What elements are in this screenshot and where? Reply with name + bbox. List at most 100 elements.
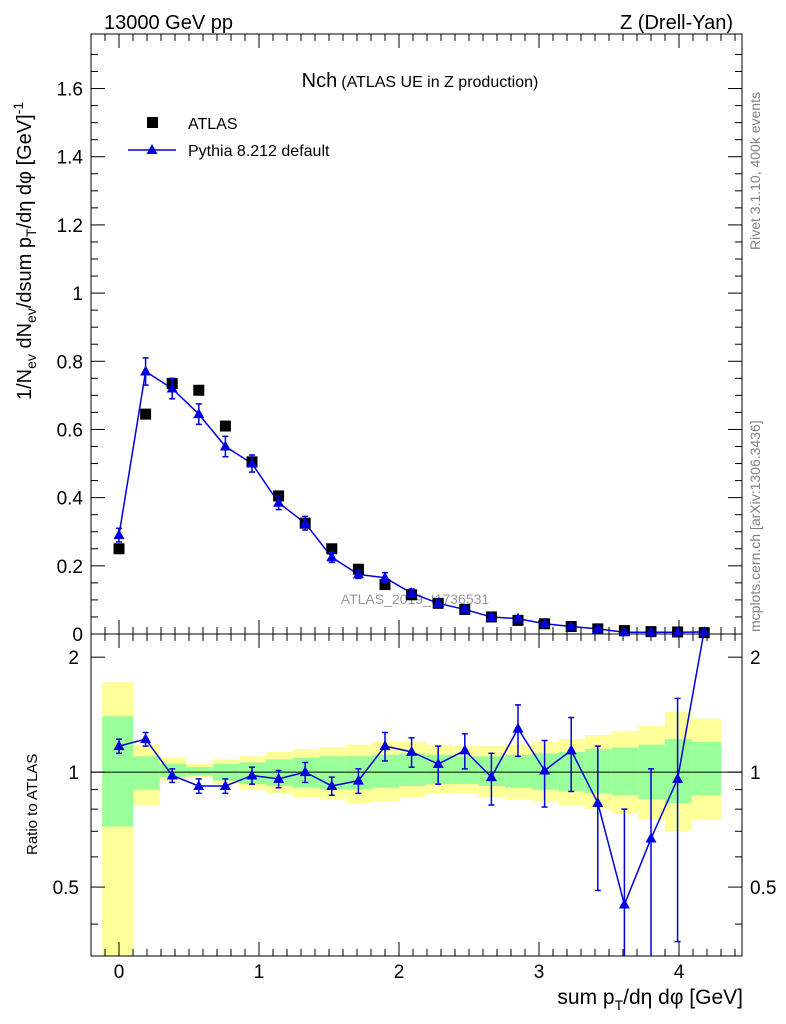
x-tick-label: 3 bbox=[534, 962, 545, 983]
process-label: Z (Drell-Yan) bbox=[620, 12, 733, 34]
ratio-axes: 0.5 0.5 1 1 2 2 0 1 2 3 4 bbox=[53, 634, 776, 983]
main-y-tick-label: 0.2 bbox=[57, 557, 83, 578]
x-tick-label: 2 bbox=[394, 962, 405, 983]
ratio-pythia-point bbox=[432, 758, 444, 769]
atlas-point bbox=[113, 543, 125, 555]
atlas-point bbox=[193, 384, 205, 396]
x-axis-label: sum pT/dη dφ [GeV] bbox=[557, 986, 743, 1013]
pythia-point bbox=[219, 440, 231, 451]
ylabel-part: /dη dφ [GeV] bbox=[14, 114, 36, 228]
main-y-axis-label: 1/Nev dNev/dsum pT/dη dφ [GeV]-1 bbox=[10, 102, 39, 400]
pythia-point bbox=[140, 365, 152, 376]
ratio-y-tick-label: 1 bbox=[68, 763, 79, 784]
x-tick-label: 1 bbox=[254, 962, 265, 983]
main-y-tick-label: 0.8 bbox=[57, 352, 83, 373]
ratio-pythia-point bbox=[219, 779, 231, 790]
ratio-pythia-point bbox=[166, 769, 178, 780]
pythia-point bbox=[618, 626, 630, 637]
ylabel-sup: -1 bbox=[10, 102, 26, 115]
ratio-pythia-point bbox=[459, 744, 471, 755]
ratio-pythia-point bbox=[326, 779, 338, 790]
ratio-pythia-point bbox=[352, 774, 364, 785]
main-y-tick-label: 0.4 bbox=[57, 489, 84, 510]
ratio-pythia-point bbox=[565, 744, 577, 755]
ratio-y-tick-label-right: 1 bbox=[750, 763, 761, 784]
pythia-point bbox=[565, 620, 577, 631]
ratio-uncertainty-bands bbox=[102, 682, 721, 956]
main-y-tick-label: 1.6 bbox=[57, 80, 83, 101]
pythia-point bbox=[326, 551, 338, 562]
source-label: mcplots.cern.ch [arXiv:1306.3436] bbox=[747, 420, 763, 632]
green-band-segment bbox=[133, 756, 160, 790]
pythia-point bbox=[166, 382, 178, 393]
atlas-point bbox=[219, 420, 231, 432]
xlabel-part: sum p bbox=[557, 986, 614, 1009]
plot-title-sub: (ATLAS UE in Z production) bbox=[341, 74, 538, 91]
ylabel-sub: ev bbox=[23, 354, 39, 369]
green-band-segment bbox=[611, 747, 639, 796]
green-band-segment bbox=[186, 767, 213, 776]
main-axes: 0 0.2 0.4 0.6 0.8 1 1.2 1.4 1.6 bbox=[57, 34, 742, 646]
ratio-pythia-point bbox=[273, 772, 285, 783]
ratio-y-tick-label: 2 bbox=[68, 648, 79, 669]
ratio-pythia-point bbox=[485, 771, 497, 782]
pythia-point bbox=[485, 610, 497, 621]
ratio-y-tick-label: 0.5 bbox=[53, 878, 79, 899]
ylabel-part: 1/N bbox=[14, 369, 36, 400]
ratio-pythia-point bbox=[539, 764, 551, 775]
ratio-pythia-point bbox=[379, 740, 391, 751]
main-y-tick-label: 0.6 bbox=[57, 420, 83, 441]
pythia-point bbox=[432, 597, 444, 608]
main-data-layer bbox=[113, 357, 710, 639]
ratio-y-tick-label-right: 0.5 bbox=[750, 878, 776, 899]
x-tick-label: 0 bbox=[114, 962, 125, 983]
legend: ATLAS Pythia 8.212 default bbox=[128, 116, 330, 160]
pythia-point bbox=[406, 587, 418, 598]
pythia-point bbox=[512, 612, 524, 623]
pythia-point bbox=[645, 626, 657, 637]
ylabel-part: /dsum p bbox=[14, 237, 36, 308]
ratio-pythia-point bbox=[645, 832, 657, 843]
ratio-pythia-point bbox=[618, 898, 630, 909]
energy-label: 13000 GeV pp bbox=[104, 12, 233, 34]
ratio-pythia-point bbox=[299, 766, 311, 777]
plot-title-main: Nch bbox=[302, 70, 338, 92]
ratio-data-layer bbox=[113, 633, 705, 956]
green-band-segment bbox=[505, 754, 532, 788]
pythia-point bbox=[273, 496, 285, 507]
x-tick-label: 4 bbox=[674, 962, 685, 983]
legend-atlas-label: ATLAS bbox=[188, 116, 238, 133]
main-y-tick-label: 1.4 bbox=[57, 148, 84, 169]
rivet-label: Rivet 3.1.10, 400k events bbox=[747, 92, 763, 250]
ratio-pythia-point bbox=[406, 745, 418, 756]
atlas-point bbox=[140, 408, 152, 420]
pythia-point bbox=[352, 568, 364, 579]
pythia-point bbox=[698, 625, 710, 636]
ylabel-sub: ev bbox=[23, 308, 39, 323]
main-y-tick-label: 1 bbox=[72, 284, 83, 305]
atlas-point bbox=[326, 543, 338, 555]
green-band-segment bbox=[102, 716, 133, 827]
legend-atlas-marker bbox=[147, 117, 158, 128]
main-y-tick-label: 0 bbox=[72, 625, 83, 646]
ratio-plot-frame bbox=[90, 633, 743, 957]
ratio-pythia-point bbox=[113, 740, 125, 751]
pythia-point bbox=[459, 603, 471, 614]
green-band-segment bbox=[691, 741, 721, 796]
ratio-pythia-point bbox=[512, 722, 524, 733]
ratio-pythia-point bbox=[672, 772, 684, 783]
ratio-pythia-point bbox=[592, 797, 604, 808]
ratio-pythia-point bbox=[193, 779, 205, 790]
pythia-point bbox=[246, 457, 258, 468]
xlabel-part: /dη dφ [GeV] bbox=[623, 986, 743, 1009]
pythia-point bbox=[113, 529, 125, 540]
ratio-y-axis-label: Ratio to ATLAS bbox=[24, 754, 41, 855]
ylabel-part: dN bbox=[14, 323, 36, 354]
plot-title: Nch (ATLAS UE in Z production) bbox=[302, 70, 539, 92]
ylabel-sub: T bbox=[23, 228, 39, 237]
ratio-pythia-point bbox=[140, 733, 152, 744]
pythia-point bbox=[379, 571, 391, 582]
pythia-point bbox=[193, 408, 205, 419]
pythia-point bbox=[299, 517, 311, 528]
